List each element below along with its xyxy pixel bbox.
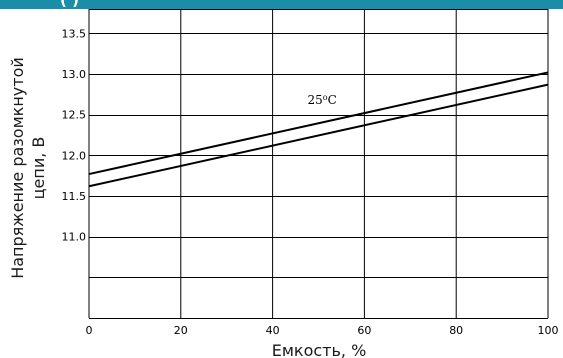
y-tick-labels: 11.0 11.5 12.0 12.5 13.0 13.5 [62, 27, 87, 243]
y-tick-label-3: 12.5 [62, 109, 87, 122]
series-line-1 [88, 83, 549, 188]
x-tick-label-0: 0 [86, 324, 93, 337]
x-tick-label-4: 80 [449, 324, 463, 337]
x-tick-label-5: 100 [538, 324, 559, 337]
x-tick-label-3: 60 [357, 324, 371, 337]
y-tick-label-1: 11.5 [62, 190, 87, 203]
y-tick-label-2: 12.0 [62, 149, 87, 162]
annotation-degree: o [323, 93, 328, 102]
y-tick-label-4: 13.0 [62, 68, 87, 81]
series-line-0 [88, 71, 549, 176]
y-tick-label-5: 13.5 [62, 27, 87, 40]
y-tick-label-0: 11.0 [62, 231, 87, 244]
y-axis-title-line-2: цепи, В [29, 137, 48, 200]
temperature-annotation: 25oC [308, 93, 337, 107]
x-tick-label-2: 40 [266, 324, 280, 337]
annotation-unit: C [328, 93, 337, 107]
annotation-number: 25 [308, 93, 323, 107]
top-color-band: ( ) [0, 0, 563, 9]
header-partial-text: ( ) [60, 0, 79, 9]
x-tick-label-1: 20 [174, 324, 188, 337]
y-axis-title-line-1: Напряжение разомкнутой [8, 57, 27, 279]
x-tick-labels: 0 20 40 60 80 100 [86, 324, 559, 337]
grid [88, 9, 549, 319]
series-lines [88, 71, 549, 188]
x-axis-title: Емкость, % [272, 341, 367, 358]
